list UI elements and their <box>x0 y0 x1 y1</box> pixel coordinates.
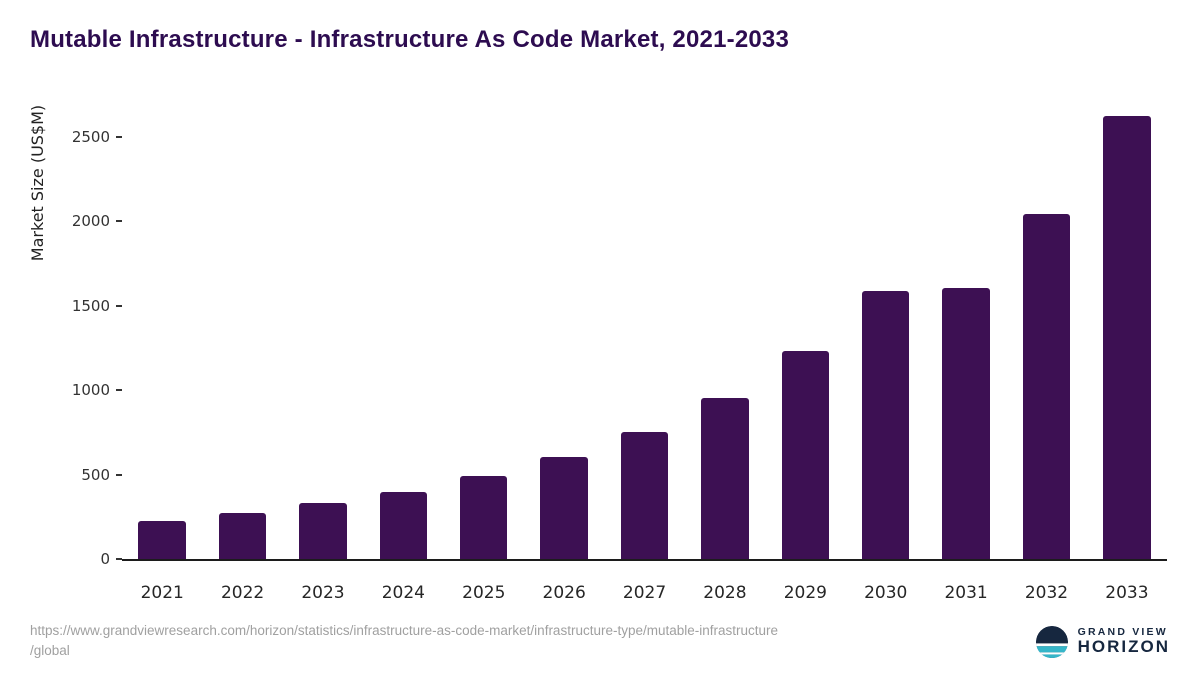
bar-slot <box>685 103 765 559</box>
bar-2026 <box>540 456 588 559</box>
source-url-line2: /global <box>30 643 70 659</box>
bar-slot <box>926 103 1006 559</box>
y-tick-mark <box>116 473 122 476</box>
x-tick-label: 2022 <box>220 583 265 603</box>
y-tick-label: 1500 <box>71 296 110 315</box>
brand-text: GRAND VIEW HORIZON <box>1077 625 1170 657</box>
bar-2027 <box>620 431 669 559</box>
bar-2021 <box>138 521 186 559</box>
bar-slot <box>122 103 202 559</box>
bar-slot <box>283 103 363 559</box>
x-tick-label: 2031 <box>944 583 988 603</box>
y-axis-label: Market Size (US$M) <box>28 104 47 262</box>
brand-logo: GRAND VIEW HORIZON <box>1035 625 1170 659</box>
bar-chart: Market Size (US$M) 0 500 1000 1500 2000 2500 … <box>28 98 1170 603</box>
bar-2031 <box>942 287 990 559</box>
y-tick-label: 0 <box>100 550 110 568</box>
source-url: https://www.grandviewresearch.com/horizo… <box>30 621 778 662</box>
y-tick-label: 500 <box>81 465 110 484</box>
x-tick-label: 2033 <box>1105 583 1149 603</box>
bar-2023 <box>299 503 347 559</box>
x-tick-label: 2025 <box>462 583 506 603</box>
bar-2025 <box>460 476 508 559</box>
bar-slot <box>524 103 604 559</box>
source-url-line1: https://www.grandviewresearch.com/horizo… <box>30 623 779 638</box>
y-tick-label: 2000 <box>71 212 110 231</box>
bar-slot <box>444 103 524 559</box>
y-tick-mark <box>116 220 122 223</box>
brand-name-bottom: HORIZON <box>1077 637 1170 657</box>
page-title: Mutable Infrastructure - Infrastructure … <box>30 26 790 53</box>
bar-2024 <box>379 492 428 559</box>
x-tick-label: 2030 <box>864 583 908 603</box>
y-tick-label: 1000 <box>71 381 110 400</box>
x-tick-label: 2023 <box>301 583 345 603</box>
bars-container <box>122 103 1167 559</box>
bar-slot <box>363 103 443 559</box>
x-tick-label: 2026 <box>542 583 586 603</box>
x-tick-label: 2032 <box>1024 583 1069 603</box>
x-tick-label: 2029 <box>783 583 827 603</box>
footer: https://www.grandviewresearch.com/horizo… <box>0 613 1200 675</box>
y-tick-mark <box>116 558 122 560</box>
plot-area: 0 500 1000 1500 2000 2500 <box>72 103 1167 568</box>
x-axis-labels: 2021 2022 2023 2024 2025 2026 2027 2028 2029 2030… <box>122 569 1167 603</box>
bar-2030 <box>862 291 910 559</box>
bar-slot <box>202 103 282 559</box>
y-tick-mark <box>116 135 122 138</box>
bar-slot <box>604 103 684 559</box>
bar-slot <box>765 103 845 559</box>
bar-2033 <box>1103 115 1151 559</box>
bar-2028 <box>701 397 749 559</box>
bar-slot <box>1006 103 1086 559</box>
x-tick-label: 2024 <box>381 583 425 603</box>
y-tick-mark <box>116 304 122 307</box>
bar-2022 <box>218 513 267 559</box>
brand-name-top: GRAND VIEW <box>1077 625 1168 638</box>
bar-2029 <box>781 351 830 559</box>
x-tick-label: 2028 <box>703 583 747 603</box>
bar-slot <box>846 103 926 559</box>
bar-slot <box>1087 103 1167 559</box>
bar-2032 <box>1022 214 1071 559</box>
horizon-circle-icon <box>1035 625 1068 659</box>
x-tick-label: 2027 <box>622 583 667 603</box>
y-tick-label: 2500 <box>71 127 110 146</box>
y-tick-mark <box>116 389 122 392</box>
x-tick-label: 2021 <box>140 583 184 603</box>
